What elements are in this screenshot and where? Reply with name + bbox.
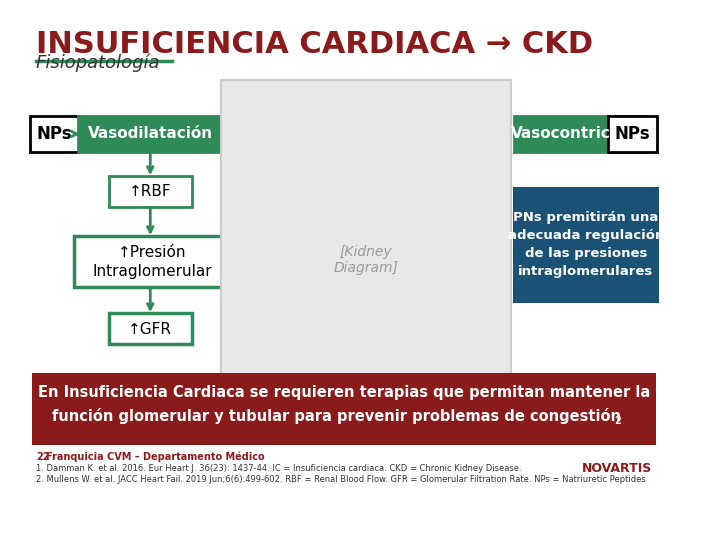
FancyBboxPatch shape	[30, 116, 79, 152]
Text: Vasocontricción: Vasocontricción	[511, 126, 647, 141]
Text: ↑RBF: ↑RBF	[129, 185, 171, 199]
FancyBboxPatch shape	[32, 373, 656, 445]
Text: 2. Mullens W. et al. JACC Heart Fail. 2019 Jun;6(6):499-602. RBF = Renal Blood F: 2. Mullens W. et al. JACC Heart Fail. 20…	[36, 475, 646, 484]
Text: Fisiopatología: Fisiopatología	[36, 53, 161, 71]
Text: 2: 2	[614, 416, 621, 426]
Text: Franquicia CVM – Departamento Médico: Franquicia CVM – Departamento Médico	[47, 452, 265, 462]
Text: 1. Damman K. et al. 2016. Eur Heart J. 36(23): 1437-44. IC = Insuficiencia cardi: 1. Damman K. et al. 2016. Eur Heart J. 3…	[36, 464, 521, 473]
FancyBboxPatch shape	[513, 116, 644, 152]
FancyBboxPatch shape	[220, 80, 511, 440]
Text: NPs: NPs	[615, 125, 650, 143]
Text: Vasodilatación: Vasodilatación	[88, 126, 213, 141]
FancyBboxPatch shape	[608, 116, 657, 152]
Text: En Insuficiencia Cardiaca se requieren terapias que permitan mantener la: En Insuficiencia Cardiaca se requieren t…	[37, 384, 650, 400]
FancyBboxPatch shape	[513, 187, 659, 303]
FancyBboxPatch shape	[109, 176, 192, 207]
Text: INSUFICIENCIA CARDIACA → CKD: INSUFICIENCIA CARDIACA → CKD	[36, 30, 593, 59]
Text: ↑GFR: ↑GFR	[128, 321, 172, 336]
Text: función glomerular y tubular para prevenir problemas de congestión: función glomerular y tubular para preven…	[53, 408, 621, 424]
Text: [Kidney
Diagram]: [Kidney Diagram]	[333, 245, 398, 275]
FancyBboxPatch shape	[109, 313, 192, 344]
Text: ↑Presión
Intraglomerular: ↑Presión Intraglomerular	[92, 245, 212, 279]
Text: NOVARTIS: NOVARTIS	[582, 462, 652, 475]
Text: NPs: NPs	[37, 125, 72, 143]
FancyBboxPatch shape	[73, 236, 231, 287]
Text: 22: 22	[36, 452, 50, 462]
FancyBboxPatch shape	[78, 116, 222, 152]
Text: PNs premitirán una
adecuada regulación
de las presiones
intraglomerulares: PNs premitirán una adecuada regulación d…	[508, 212, 664, 279]
